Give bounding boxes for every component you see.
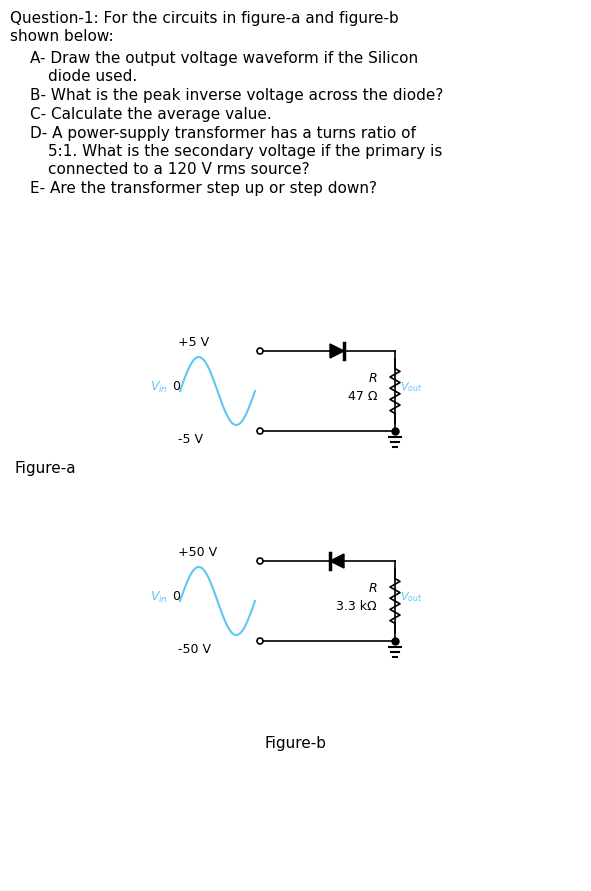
Text: D- A power-supply transformer has a turns ratio of: D- A power-supply transformer has a turn…: [30, 126, 416, 141]
Text: E- Are the transformer step up or step down?: E- Are the transformer step up or step d…: [30, 181, 377, 196]
Text: R: R: [368, 372, 377, 386]
Text: +50 V: +50 V: [178, 546, 217, 559]
Text: 0: 0: [172, 591, 180, 603]
Text: shown below:: shown below:: [10, 29, 113, 44]
Polygon shape: [330, 344, 344, 358]
Text: C- Calculate the average value.: C- Calculate the average value.: [30, 107, 272, 122]
Text: Figure-a: Figure-a: [15, 461, 77, 476]
Text: 0: 0: [172, 380, 180, 394]
Text: 47 Ω: 47 Ω: [348, 390, 377, 404]
Text: diode used.: diode used.: [48, 69, 137, 84]
Text: Figure-b: Figure-b: [264, 736, 326, 751]
Text: $V_{out}$: $V_{out}$: [400, 380, 423, 394]
Text: Question-1: For the circuits in figure-a and figure-b: Question-1: For the circuits in figure-a…: [10, 11, 399, 26]
Text: $V_{in}$: $V_{in}$: [150, 590, 168, 605]
Text: B- What is the peak inverse voltage across the diode?: B- What is the peak inverse voltage acro…: [30, 88, 443, 103]
Text: +5 V: +5 V: [178, 336, 209, 349]
Text: R: R: [368, 583, 377, 595]
Text: 3.3 kΩ: 3.3 kΩ: [336, 601, 377, 614]
Text: 5:1. What is the secondary voltage if the primary is: 5:1. What is the secondary voltage if th…: [48, 144, 443, 159]
Text: $V_{out}$: $V_{out}$: [400, 590, 423, 604]
Text: A- Draw the output voltage waveform if the Silicon: A- Draw the output voltage waveform if t…: [30, 51, 418, 66]
Text: connected to a 120 V rms source?: connected to a 120 V rms source?: [48, 162, 310, 177]
Text: -5 V: -5 V: [178, 433, 203, 446]
Text: -50 V: -50 V: [178, 643, 211, 656]
Polygon shape: [330, 554, 344, 568]
Text: $V_{in}$: $V_{in}$: [150, 380, 168, 395]
